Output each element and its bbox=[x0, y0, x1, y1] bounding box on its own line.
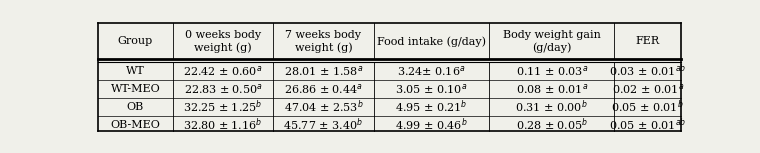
Text: 0 weeks body
weight (g): 0 weeks body weight (g) bbox=[185, 30, 261, 53]
Text: FER: FER bbox=[635, 36, 660, 46]
Text: 28.01 ± 1.58$^{a}$: 28.01 ± 1.58$^{a}$ bbox=[283, 64, 363, 78]
Text: 4.95 ± 0.21$^{b}$: 4.95 ± 0.21$^{b}$ bbox=[395, 99, 467, 115]
Text: WT-MEO: WT-MEO bbox=[110, 84, 160, 94]
Text: 0.05 ± 0.01$^{ab}$: 0.05 ± 0.01$^{ab}$ bbox=[609, 117, 686, 133]
Text: OB-MEO: OB-MEO bbox=[110, 120, 160, 130]
Text: 0.05 ± 0.01$^{b}$: 0.05 ± 0.01$^{b}$ bbox=[611, 99, 684, 115]
Text: 7 weeks body
weight (g): 7 weeks body weight (g) bbox=[286, 30, 362, 53]
Text: 0.03 ± 0.01$^{ab}$: 0.03 ± 0.01$^{ab}$ bbox=[609, 63, 686, 79]
Text: 3.24± 0.16$^{a}$: 3.24± 0.16$^{a}$ bbox=[397, 64, 466, 78]
Text: 4.99 ± 0.46$^{b}$: 4.99 ± 0.46$^{b}$ bbox=[395, 117, 467, 133]
Text: 0.02 ± 0.01$^{a}$: 0.02 ± 0.01$^{a}$ bbox=[612, 82, 684, 96]
Text: WT: WT bbox=[126, 66, 145, 76]
Text: 3.05 ± 0.10$^{a}$: 3.05 ± 0.10$^{a}$ bbox=[395, 82, 467, 96]
Text: OB: OB bbox=[127, 102, 144, 112]
Text: 22.42 ± 0.60$^{a}$: 22.42 ± 0.60$^{a}$ bbox=[183, 64, 263, 78]
Text: 26.86 ± 0.44$^{a}$: 26.86 ± 0.44$^{a}$ bbox=[284, 82, 363, 96]
Text: 0.31 ± 0.00$^{b}$: 0.31 ± 0.00$^{b}$ bbox=[515, 99, 588, 115]
Text: Body weight gain
(g/day): Body weight gain (g/day) bbox=[503, 30, 600, 53]
Text: 22.83 ± 0.50$^{a}$: 22.83 ± 0.50$^{a}$ bbox=[184, 82, 262, 96]
Text: 45.77 ± 3.40$^{b}$: 45.77 ± 3.40$^{b}$ bbox=[283, 117, 363, 133]
Text: 0.08 ± 0.01$^{a}$: 0.08 ± 0.01$^{a}$ bbox=[515, 82, 588, 96]
Text: Food intake (g/day): Food intake (g/day) bbox=[377, 36, 486, 47]
Text: 47.04 ± 2.53$^{b}$: 47.04 ± 2.53$^{b}$ bbox=[283, 99, 363, 115]
Text: Group: Group bbox=[118, 36, 153, 46]
Text: 0.11 ± 0.03$^{a}$: 0.11 ± 0.03$^{a}$ bbox=[515, 64, 588, 78]
Text: 0.28 ± 0.05$^{b}$: 0.28 ± 0.05$^{b}$ bbox=[515, 117, 588, 133]
Text: 32.25 ± 1.25$^{b}$: 32.25 ± 1.25$^{b}$ bbox=[183, 99, 263, 115]
Text: 32.80 ± 1.16$^{b}$: 32.80 ± 1.16$^{b}$ bbox=[183, 117, 263, 133]
